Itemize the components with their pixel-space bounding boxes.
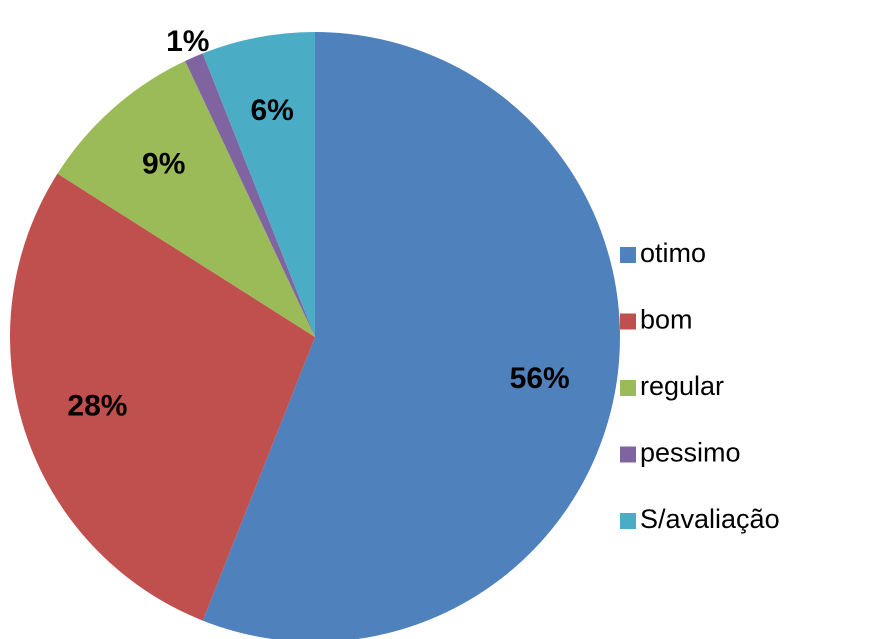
slice-label: 56% bbox=[510, 362, 570, 395]
legend-label: S/avaliação bbox=[640, 504, 780, 534]
slice-label: 28% bbox=[67, 390, 127, 423]
pie-slice bbox=[9, 173, 315, 621]
legend-label: bom bbox=[640, 305, 693, 335]
slice-label: 9% bbox=[142, 147, 185, 180]
legend-swatch bbox=[620, 380, 636, 396]
legend-swatch bbox=[620, 446, 636, 463]
slice-label: 1% bbox=[166, 25, 209, 58]
legend-label: otimo bbox=[640, 238, 706, 268]
pie-slice bbox=[202, 31, 315, 337]
legend-label: regular bbox=[640, 371, 724, 401]
legend-swatch bbox=[620, 513, 636, 529]
pie-slice bbox=[57, 61, 316, 338]
legend-label: pessimo bbox=[640, 438, 741, 468]
legend-swatch bbox=[620, 313, 636, 330]
slice-label: 6% bbox=[250, 94, 293, 127]
pie-slice bbox=[185, 53, 315, 337]
pie-slice bbox=[202, 32, 620, 639]
legend-swatch bbox=[620, 247, 636, 263]
